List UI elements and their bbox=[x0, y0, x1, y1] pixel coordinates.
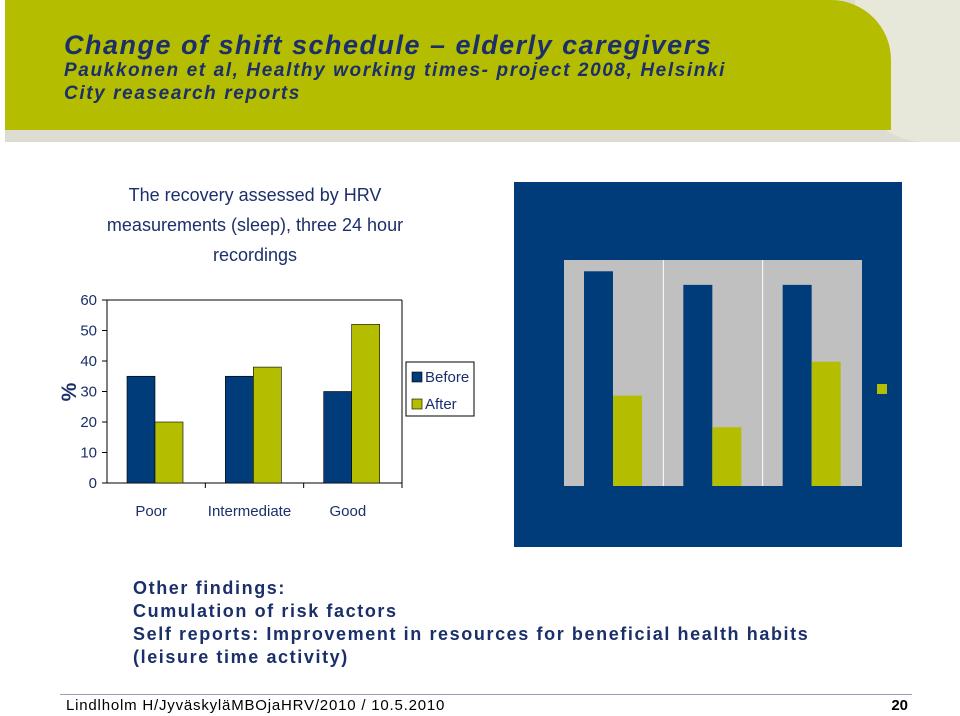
y-tick-label: 50 bbox=[80, 323, 97, 340]
y-tick-label: 40 bbox=[80, 353, 97, 370]
category-label-good: Good bbox=[329, 503, 366, 520]
y-tick-label: 60 bbox=[80, 292, 97, 309]
footer-credit: Lindlholm H/JyväskyläMBOjaHRV/2010 / 10.… bbox=[66, 697, 446, 714]
y-tick-label: 0 bbox=[89, 475, 97, 492]
findings-heading: Other findings: bbox=[133, 578, 286, 598]
chart-title: The recovery assessed by HRV measurement… bbox=[106, 185, 404, 265]
hrv-bar-chart: 0 10 20 30 40 50 60% Poor Intermediate Good Before… bbox=[58, 292, 475, 520]
category-label-poor: Poor bbox=[135, 503, 167, 520]
y-tick-label: 20 bbox=[80, 414, 97, 431]
y-tick-label: 10 bbox=[80, 445, 97, 462]
y-axis-label: % bbox=[58, 382, 81, 401]
legend-label-after: After bbox=[425, 396, 457, 413]
legend-swatch-before bbox=[411, 371, 423, 383]
legend-label-before: Before bbox=[425, 369, 469, 386]
panel-bar-dark-3 bbox=[782, 284, 812, 486]
slide-subtitle-line2: City reasearch reports bbox=[64, 83, 301, 104]
bar-after-good bbox=[351, 324, 380, 484]
other-findings: Other findings: Cumulation of risk facto… bbox=[133, 577, 933, 669]
bar-after-intermediate bbox=[253, 366, 282, 484]
panel-bar-dark-1 bbox=[584, 271, 613, 486]
panel-bar-light-2 bbox=[712, 427, 742, 486]
page-number: 20 bbox=[891, 697, 908, 714]
header-band bbox=[5, 0, 891, 130]
panel-legend-swatch bbox=[877, 384, 887, 394]
comparison-bar-panel bbox=[514, 182, 902, 547]
findings-line-risk: Cumulation of risk factors bbox=[133, 601, 398, 621]
legend-swatch-after bbox=[411, 398, 423, 410]
footer-divider bbox=[60, 694, 912, 695]
panel-bar-light-3 bbox=[811, 361, 841, 486]
bar-before-intermediate bbox=[225, 375, 254, 484]
panel-bar-dark-2 bbox=[683, 284, 713, 486]
bar-after-poor bbox=[154, 421, 184, 484]
category-label-intermediate: Intermediate bbox=[208, 503, 291, 520]
bar-before-poor bbox=[126, 375, 156, 484]
slide-subtitle-line1: Paukkonen et al, Healthy working times- … bbox=[64, 60, 727, 81]
y-tick-label: 30 bbox=[80, 384, 97, 401]
bar-before-good bbox=[323, 391, 352, 484]
slide-title: Change of shift schedule – elderly careg… bbox=[64, 30, 713, 60]
panel-bar-light-1 bbox=[613, 395, 642, 486]
findings-line-self-reports: Self reports: Improvement in resources f… bbox=[133, 624, 810, 644]
findings-line-leisure: (leisure time activity) bbox=[133, 647, 349, 667]
